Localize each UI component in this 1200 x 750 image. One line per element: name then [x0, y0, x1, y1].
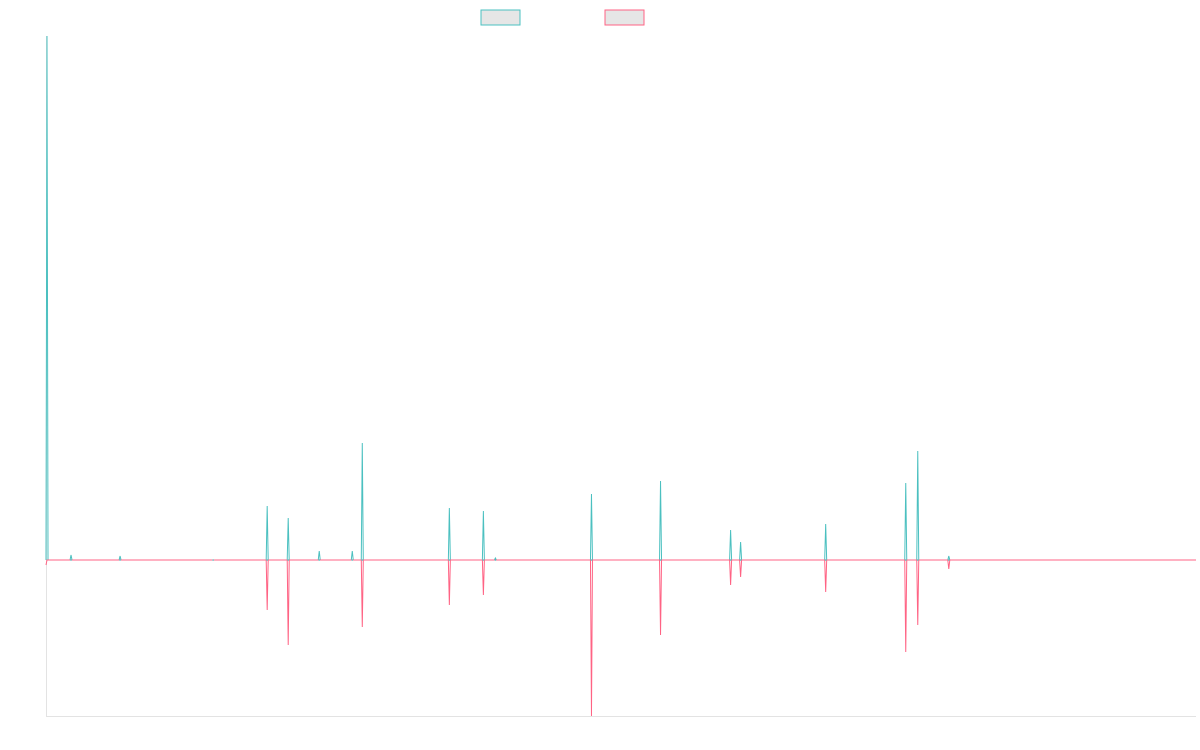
legend-swatch-series-1[interactable]: [480, 9, 521, 26]
series-line-negative: [45, 559, 1196, 717]
spike-point-16: [904, 559, 907, 561]
spike-point-5: [318, 559, 321, 561]
spike-point-15: [824, 559, 827, 561]
legend-swatch-series-2[interactable]: [604, 9, 645, 26]
spike-point-11: [590, 559, 593, 561]
series-line-positive: [45, 35, 1196, 561]
spike-point-17: [916, 559, 919, 561]
spike-point-13: [729, 559, 732, 561]
spike-point-8: [448, 559, 451, 561]
spike-point-6: [351, 559, 354, 561]
spike-point-7: [361, 559, 364, 561]
spike-point-0: [70, 559, 72, 561]
spike-point-1: [119, 559, 121, 561]
spike-point-2: [212, 559, 214, 561]
spike-point-3: [266, 559, 268, 561]
spike-point-18: [947, 559, 950, 561]
spike-point-10: [494, 559, 497, 561]
series-group: [45, 35, 1196, 717]
spike-point-9: [482, 559, 485, 561]
spike-point-14: [739, 559, 742, 561]
axes: [46, 36, 1196, 717]
legend: [480, 9, 645, 26]
spike-point-12: [659, 559, 662, 561]
spike-point-4: [287, 559, 290, 561]
